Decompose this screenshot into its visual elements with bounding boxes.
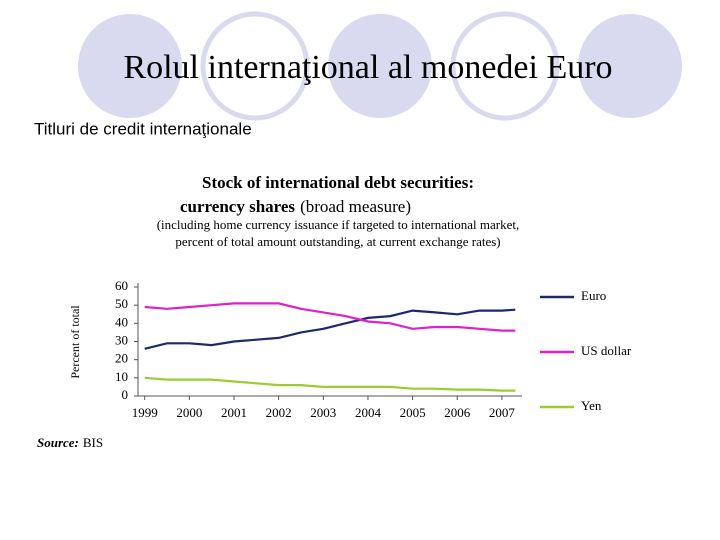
y-tick-label: 60 xyxy=(115,278,128,293)
source-label: Source: xyxy=(37,435,79,450)
decoration xyxy=(78,11,682,121)
chart-title: currency shares xyxy=(180,197,295,216)
y-tick-label: 20 xyxy=(115,351,128,366)
x-tick-label: 2001 xyxy=(221,405,247,420)
slide-title: Rolul internaţional al monedei Euro xyxy=(123,49,612,86)
y-tick-label: 30 xyxy=(115,332,128,347)
x-tick-label: 2005 xyxy=(400,405,426,420)
y-tick-label: 40 xyxy=(115,314,128,329)
legend-label: US dollar xyxy=(581,343,632,358)
circle xyxy=(450,11,560,121)
chart-title-note: (broad measure) xyxy=(300,197,411,216)
chart-subtitle: (including home currency issuance if tar… xyxy=(157,217,520,232)
x-tick-label: 2006 xyxy=(444,405,471,420)
x-tick-label: 2004 xyxy=(355,405,382,420)
slide-subtitle: Titluri de credit internaţionale xyxy=(34,119,252,138)
y-tick-label: 10 xyxy=(115,369,128,384)
circle xyxy=(200,11,310,121)
x-tick-label: 1999 xyxy=(132,405,158,420)
y-tick-label: 0 xyxy=(122,387,129,402)
series-line xyxy=(144,302,516,332)
y-tick-label: 50 xyxy=(115,296,128,311)
chart-title: Stock of international debt securities: xyxy=(202,173,474,192)
source: Source: BIS xyxy=(37,435,103,450)
circle xyxy=(78,14,182,118)
x-tick-label: 2002 xyxy=(266,405,292,420)
circle xyxy=(578,14,682,118)
x-tick-label: 2000 xyxy=(176,405,202,420)
source-text: BIS xyxy=(83,435,103,450)
y-axis-label: Percent of total xyxy=(68,305,82,379)
x-tick-label: 2003 xyxy=(310,405,336,420)
legend-label: Yen xyxy=(581,398,602,413)
legend-label: Euro xyxy=(581,288,606,303)
series-line xyxy=(144,376,516,392)
circle xyxy=(328,14,432,118)
series-line xyxy=(144,308,516,350)
x-tick-label: 2007 xyxy=(489,405,516,420)
chart-subtitle: percent of total amount outstanding, at … xyxy=(175,234,500,249)
chart-title-line: currency shares (broad measure) xyxy=(180,197,411,216)
